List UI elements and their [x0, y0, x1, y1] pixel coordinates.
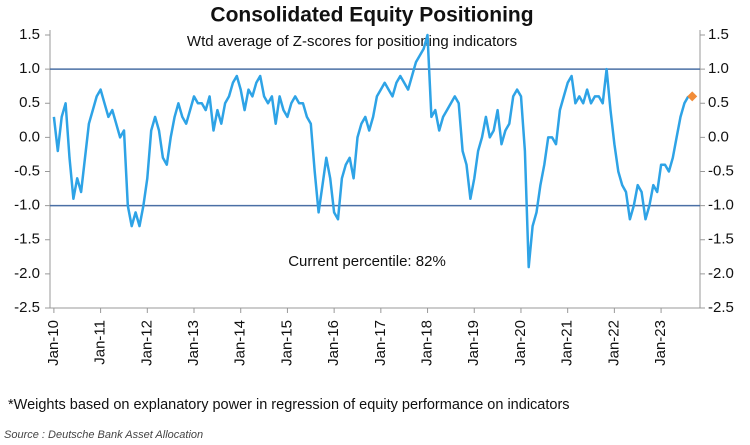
footnote: *Weights based on explanatory power in r… [8, 397, 570, 413]
data-line [52, 33, 690, 269]
y-tick-label: 0.5 [19, 94, 40, 111]
y-tick-label: -2.0 [14, 265, 40, 282]
current-marker [687, 91, 698, 102]
x-tick-label: Jan-21 [559, 320, 576, 366]
chart-title: Consolidated Equity Positioning [210, 4, 533, 27]
x-tick-label: Jan-20 [512, 320, 529, 366]
y2-tick-label: -1.0 [708, 197, 734, 214]
y2-tick-label: 0.5 [708, 94, 729, 111]
chart-subtitle: Wtd average of Z-scores for positioning … [187, 33, 517, 50]
y-tick-label: -2.5 [14, 299, 40, 316]
x-tick-label: Jan-14 [232, 320, 249, 366]
y-tick-label: -1.0 [14, 197, 40, 214]
x-tick-label: Jan-23 [652, 320, 669, 366]
y-tick-label: 1.5 [19, 26, 40, 43]
y2-tick-label: -2.5 [708, 299, 734, 316]
y-tick-label: -1.5 [14, 231, 40, 248]
x-tick-label: Jan-13 [185, 320, 202, 366]
y2-tick-label: 1.0 [708, 60, 729, 77]
y2-tick-label: 1.5 [708, 26, 729, 43]
x-tick-label: Jan-19 [465, 320, 482, 366]
x-tick-label: Jan-15 [278, 320, 295, 366]
source: Source : Deutsche Bank Asset Allocation [4, 429, 203, 441]
x-tick-label: Jan-17 [372, 320, 389, 366]
y2-tick-label: -1.5 [708, 231, 734, 248]
y-tick-label: 0.0 [19, 128, 40, 145]
y2-tick-label: 0.0 [708, 128, 729, 145]
x-tick-label: Jan-12 [138, 320, 155, 366]
x-tick-label: Jan-10 [45, 320, 62, 366]
x-tick-label: Jan-22 [605, 320, 622, 366]
y2-tick-label: -2.0 [708, 265, 734, 282]
x-tick-label: Jan-18 [419, 320, 436, 366]
x-tick-label: Jan-11 [92, 320, 109, 365]
annotation: Current percentile: 82% [288, 253, 446, 270]
y-tick-label: -0.5 [14, 162, 40, 179]
y-tick-label: 1.0 [19, 60, 40, 77]
y2-tick-label: -0.5 [708, 162, 734, 179]
x-tick-label: Jan-16 [325, 320, 342, 366]
